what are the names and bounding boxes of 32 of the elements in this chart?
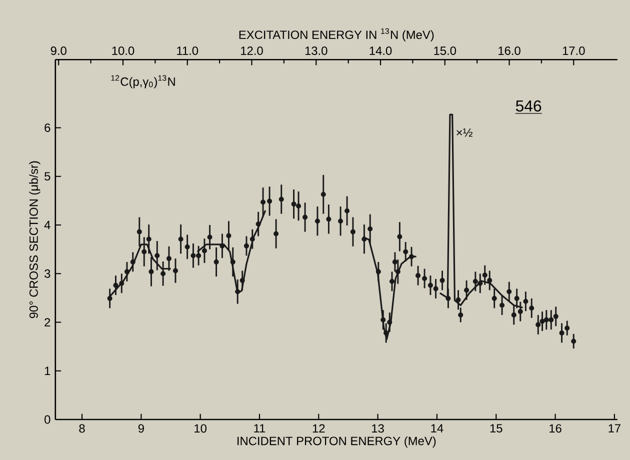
x-tick-label: 16 [550, 424, 562, 433]
y-tick-label: 0 [44, 415, 50, 424]
x-axis-title: INCIDENT PROTON ENERGY (MeV) [238, 436, 436, 448]
y-tick-label: 3 [44, 269, 50, 278]
y-tick-label: 4 [44, 220, 50, 229]
annotation: 546 [516, 100, 542, 112]
x2-tick-label: 17.0 [562, 46, 585, 55]
y-tick-label: 2 [44, 318, 50, 326]
x-tick-label: 10 [194, 424, 206, 433]
x-tick-label: 8 [79, 424, 85, 433]
annotation: ×½ [456, 128, 472, 137]
x2-tick-label: 15.0 [434, 46, 456, 55]
x2-tick-label: 9.0 [50, 46, 66, 55]
y-tick-label: 5 [44, 172, 50, 180]
y-axis-title: 90° CROSS SECTION (μb/sr) [29, 161, 40, 318]
x2-tick-label: 13.0 [305, 46, 328, 55]
x-tick-label: 17 [608, 424, 620, 432]
x2-axis-title: EXCITATION ENERGY IN $^{13}$N (MeV) [239, 28, 434, 42]
x-tick-label: 15 [490, 424, 502, 432]
x2-tick-label: 16.0 [498, 46, 520, 55]
y-tick-label: 6 [44, 123, 50, 132]
x2-tick-label: 11.0 [177, 46, 198, 55]
annotation: $^{12}$C(p,γ$_{0}$)$^{13}$N [111, 74, 175, 88]
y-tick-label: 1 [44, 366, 50, 375]
x-tick-label: 13 [372, 424, 384, 433]
x2-tick-label: 10.0 [112, 46, 134, 55]
x-tick-label: 14 [431, 424, 444, 432]
x2-tick-label: 12.0 [241, 46, 263, 55]
x2-tick-label: 14.0 [370, 46, 392, 55]
x-tick-label: 12 [312, 424, 325, 432]
x-tick-label: 11 [254, 424, 266, 432]
x-tick-label: 9 [138, 424, 144, 433]
